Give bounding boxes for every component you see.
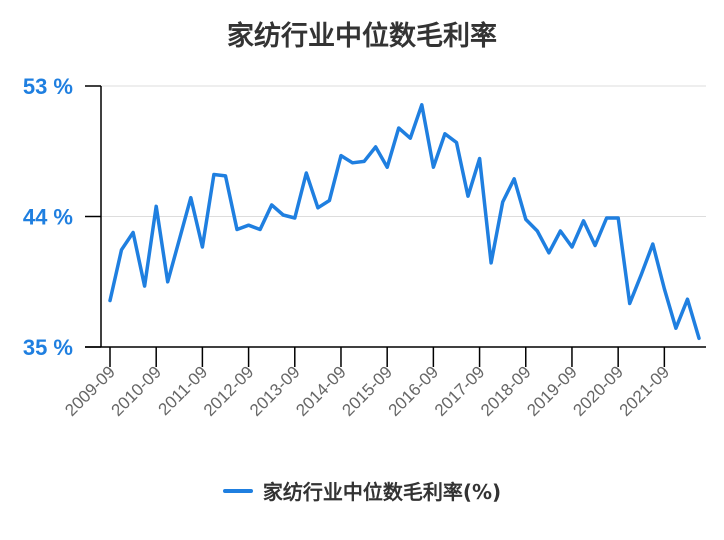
data-point[interactable] xyxy=(465,193,471,199)
x-tick-label: 2013-09 xyxy=(246,362,304,420)
legend-label: 家纺行业中位数毛利率(%) xyxy=(262,480,502,504)
grid xyxy=(85,85,706,217)
data-point[interactable] xyxy=(615,215,621,221)
x-tick-label: 2020-09 xyxy=(569,362,627,420)
data-point[interactable] xyxy=(442,131,448,137)
data-point[interactable] xyxy=(523,216,529,222)
x-axis-ticks: 2009-092010-092011-092012-092013-092014-… xyxy=(61,362,673,420)
data-point[interactable] xyxy=(303,170,309,176)
data-point[interactable] xyxy=(373,144,379,150)
data-point[interactable] xyxy=(234,227,240,233)
data-point[interactable] xyxy=(511,176,517,182)
y-tick-label: 44 % xyxy=(23,205,73,230)
y-tick-label: 53 % xyxy=(23,74,73,99)
x-tick-label: 2016-09 xyxy=(385,362,443,420)
y-axis-ticks: 35 % 44 % 53 % xyxy=(23,74,73,360)
y-tick-label: 35 % xyxy=(23,335,73,360)
data-point[interactable] xyxy=(223,173,229,179)
data-point[interactable] xyxy=(280,212,286,218)
series-line xyxy=(108,103,701,341)
data-point[interactable] xyxy=(650,241,656,247)
data-point[interactable] xyxy=(165,279,171,285)
data-point[interactable] xyxy=(569,244,575,250)
data-point[interactable] xyxy=(581,218,587,224)
x-tick-label: 2019-09 xyxy=(523,362,581,420)
chart-title: 家纺行业中位数毛利率 xyxy=(227,21,497,52)
data-point[interactable] xyxy=(673,325,679,331)
x-tick-label: 2010-09 xyxy=(107,362,165,420)
data-point[interactable] xyxy=(246,222,252,228)
data-point[interactable] xyxy=(477,156,483,162)
data-point[interactable] xyxy=(384,164,390,170)
x-tick-label: 2015-09 xyxy=(338,362,396,420)
data-point[interactable] xyxy=(454,140,460,146)
data-point[interactable] xyxy=(326,198,332,204)
data-point[interactable] xyxy=(130,230,136,236)
data-point[interactable] xyxy=(211,172,217,178)
data-point[interactable] xyxy=(604,215,610,221)
data-point[interactable] xyxy=(119,247,125,253)
x-tick-label: 2012-09 xyxy=(200,362,258,420)
x-tick-label: 2014-09 xyxy=(292,362,350,420)
data-point[interactable] xyxy=(142,283,148,289)
data-point[interactable] xyxy=(407,135,413,141)
data-point[interactable] xyxy=(546,250,552,256)
legend[interactable]: 家纺行业中位数毛利率(%) xyxy=(0,476,724,505)
legend-line-swatch xyxy=(222,488,253,493)
data-point[interactable] xyxy=(557,228,563,234)
x-tick-label: 2017-09 xyxy=(431,362,489,420)
axes xyxy=(85,85,706,367)
data-point[interactable] xyxy=(176,237,182,243)
data-point[interactable] xyxy=(188,195,194,201)
x-tick-label: 2018-09 xyxy=(477,362,535,420)
data-point[interactable] xyxy=(153,203,159,209)
data-point[interactable] xyxy=(534,228,540,234)
data-point[interactable] xyxy=(627,301,633,307)
data-point[interactable] xyxy=(361,158,367,164)
data-point[interactable] xyxy=(661,286,667,292)
data-point[interactable] xyxy=(430,164,436,170)
x-tick-label: 2021-09 xyxy=(616,362,674,420)
data-point[interactable] xyxy=(269,202,275,208)
data-point[interactable] xyxy=(500,199,506,205)
data-point[interactable] xyxy=(638,272,644,278)
data-point[interactable] xyxy=(592,243,598,249)
data-point[interactable] xyxy=(685,296,691,302)
data-point[interactable] xyxy=(257,227,263,233)
data-point[interactable] xyxy=(696,335,702,341)
data-point[interactable] xyxy=(292,215,298,221)
data-point[interactable] xyxy=(488,260,494,266)
data-point[interactable] xyxy=(338,153,344,159)
data-point[interactable] xyxy=(350,160,356,166)
series-group xyxy=(107,102,702,341)
data-point[interactable] xyxy=(419,102,425,108)
data-point[interactable] xyxy=(199,244,205,250)
data-point[interactable] xyxy=(315,205,321,211)
data-point[interactable] xyxy=(396,125,402,131)
data-point[interactable] xyxy=(107,298,113,304)
x-tick-label: 2009-09 xyxy=(61,362,119,420)
